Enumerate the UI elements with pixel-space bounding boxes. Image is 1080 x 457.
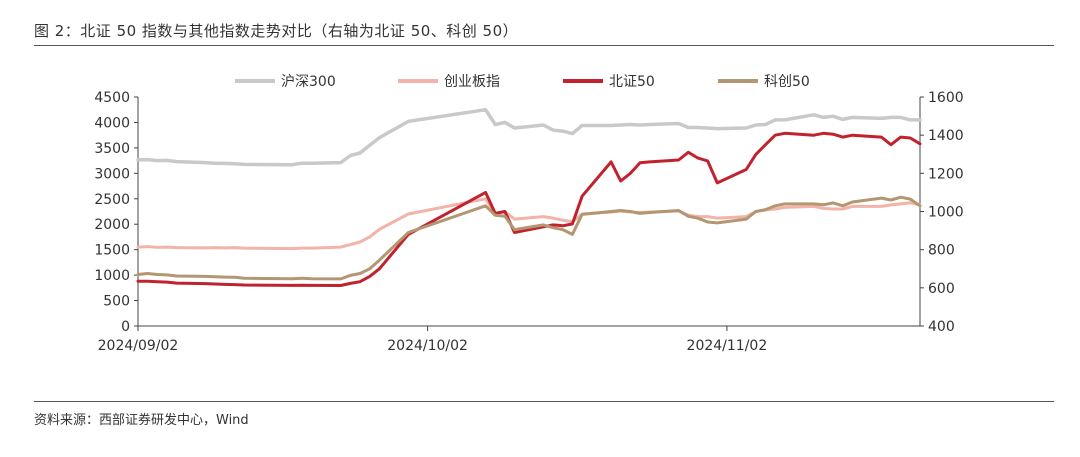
left-tick-label: 2500 bbox=[94, 192, 130, 208]
legend-label: 北证50 bbox=[609, 74, 655, 90]
left-tick-label: 0 bbox=[121, 319, 130, 335]
right-tick-label: 1000 bbox=[928, 205, 964, 221]
series-line-bz50 bbox=[136, 131, 922, 287]
right-tick-label: 1200 bbox=[928, 166, 964, 182]
source-note: 资料来源：西部证券研发中心，Wind bbox=[34, 413, 249, 428]
series-line-kc50 bbox=[136, 195, 922, 281]
x-tick-label: 2024/09/02 bbox=[98, 338, 179, 354]
legend-label: 创业板指 bbox=[444, 74, 500, 90]
right-tick-label: 600 bbox=[928, 281, 955, 297]
top-rule bbox=[34, 45, 1054, 46]
left-tick-label: 2000 bbox=[94, 217, 130, 233]
bottom-rule bbox=[34, 401, 1054, 402]
right-tick-label: 400 bbox=[928, 319, 955, 335]
legend-label: 科创50 bbox=[764, 74, 810, 90]
left-tick-label: 3000 bbox=[94, 166, 130, 182]
x-tick-label: 2024/10/02 bbox=[387, 338, 468, 354]
right-tick-label: 800 bbox=[928, 243, 955, 259]
figure-title: 图 2：北证 50 指数与其他指数走势对比（右轴为北证 50、科创 50） bbox=[34, 22, 519, 40]
left-tick-label: 4500 bbox=[94, 90, 130, 106]
left-tick-label: 500 bbox=[103, 294, 130, 310]
legend-label: 沪深300 bbox=[281, 74, 336, 90]
left-tick-label: 4000 bbox=[94, 115, 130, 131]
left-tick-label: 1500 bbox=[94, 243, 130, 259]
series-lines bbox=[136, 107, 922, 287]
series-line-hs300 bbox=[136, 107, 922, 167]
right-tick-label: 1400 bbox=[928, 128, 964, 144]
line-chart: 沪深300 创业板指 北证50 科创50 0 500 1000 1500 2000 2500 30… bbox=[94, 74, 963, 354]
right-tick-label: 1600 bbox=[928, 90, 964, 106]
left-tick-label: 1000 bbox=[94, 268, 130, 284]
legend: 沪深300 创业板指 北证50 科创50 bbox=[235, 74, 810, 90]
series-line-cyb bbox=[136, 197, 922, 251]
x-tick-label: 2024/11/02 bbox=[687, 338, 768, 354]
left-tick-label: 3500 bbox=[94, 141, 130, 157]
axes: 0 500 1000 1500 2000 2500 3000 3500 4000 4500 400 6… bbox=[94, 90, 963, 354]
